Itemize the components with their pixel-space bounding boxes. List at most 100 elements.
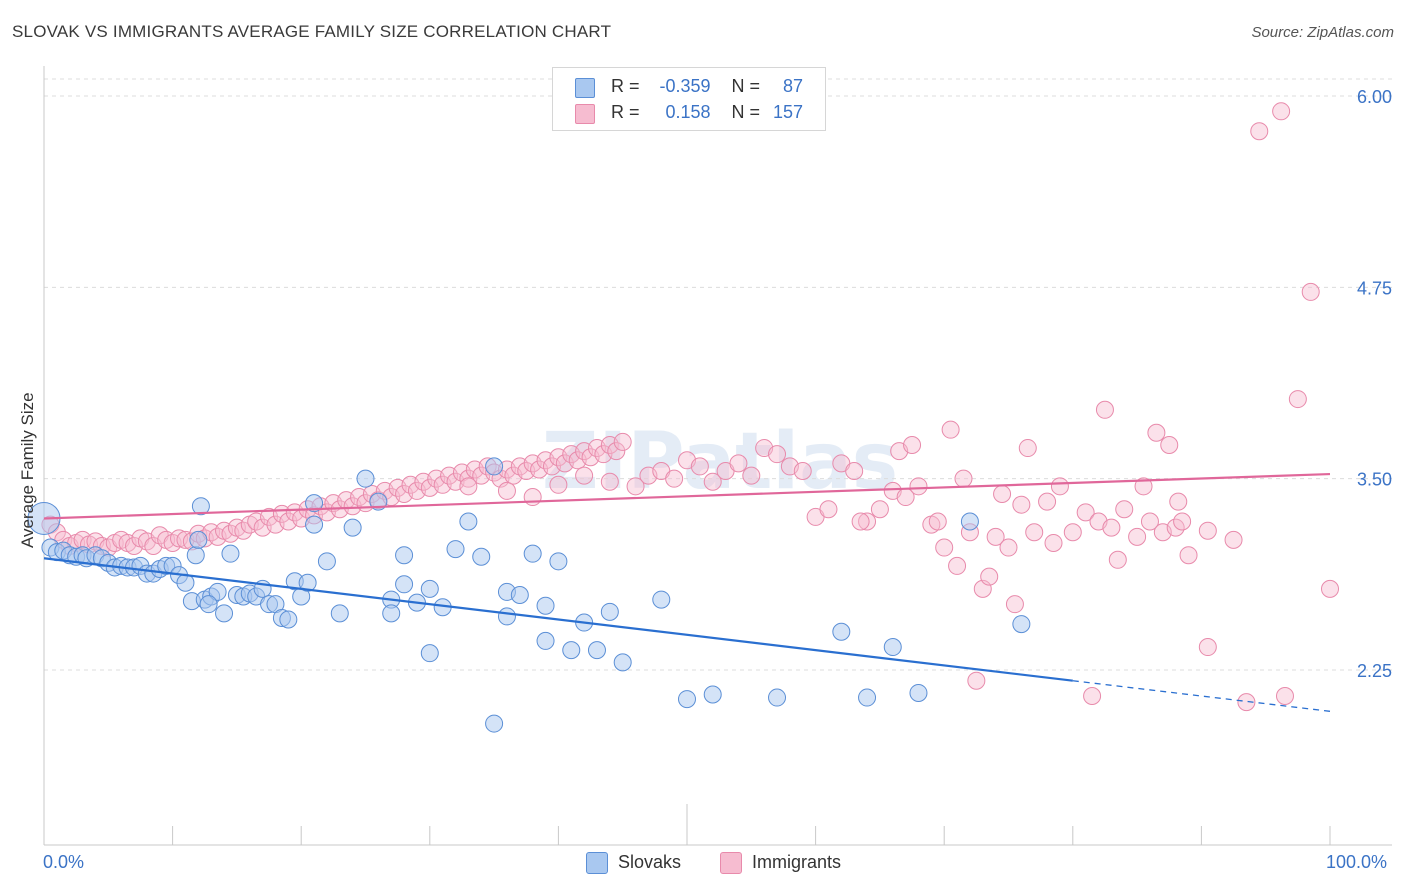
immigrants-point [941, 420, 960, 439]
legend-r-label: R = [611, 102, 640, 122]
immigrants-point [870, 500, 889, 519]
slovaks-point [305, 515, 324, 534]
legend-r-value: -0.359 [659, 76, 711, 96]
immigrants-point [851, 512, 870, 531]
slovaks-point [317, 552, 336, 571]
immigrants-point [1005, 595, 1024, 614]
immigrants-point [1018, 439, 1037, 458]
immigrants-point [1115, 500, 1134, 519]
immigrants-point [459, 477, 478, 496]
immigrants-point [986, 527, 1005, 546]
slovaks-point [191, 497, 210, 516]
slovaks-point [549, 552, 568, 571]
immigrants-point [1063, 523, 1082, 542]
slovaks-trend-line [43, 557, 1073, 682]
immigrants-point [967, 671, 986, 690]
slovaks-point [587, 641, 606, 660]
chart-title: SLOVAK VS IMMIGRANTS AVERAGE FAMILY SIZE… [12, 22, 612, 41]
chart-source: Source: ZipAtlas.com [1251, 24, 1394, 41]
immigrants-point [665, 469, 684, 488]
immigrants-point [1102, 518, 1121, 537]
slovaks-point [678, 690, 696, 709]
x-tick-label-max: 100.0% [1326, 852, 1388, 872]
immigrants-point [980, 567, 999, 586]
immigrants-point [1288, 390, 1307, 409]
slovaks-point [420, 579, 439, 598]
slovaks-point [497, 607, 516, 626]
slovaks-point [420, 644, 439, 663]
slovaks-legend-label: Slovaks [618, 852, 682, 872]
immigrants-point [1134, 477, 1153, 496]
immigrants-point [1108, 550, 1127, 569]
immigrants-point [793, 462, 812, 481]
slovaks-point [472, 547, 491, 566]
immigrants-trend-line [43, 472, 1331, 520]
slovaks-legend-swatch [586, 852, 608, 874]
immigrants-point [600, 472, 619, 491]
immigrants-point [999, 538, 1018, 557]
slovaks-point [356, 469, 375, 488]
immigrants-point [626, 477, 645, 496]
immigrants-point [1198, 521, 1217, 540]
slovaks-point [1012, 615, 1031, 634]
slovaks-point [883, 638, 902, 657]
immigrants-point [954, 469, 973, 488]
immigrants-point [993, 484, 1012, 503]
immigrants-point [1173, 512, 1192, 531]
legend-n-label: N = [731, 102, 761, 122]
immigrants-point [613, 432, 632, 451]
immigrants-point [948, 556, 967, 575]
immigrants-point [742, 466, 761, 485]
slovaks-point [536, 631, 555, 650]
slovaks-point [395, 575, 414, 594]
legend-n-value: 157 [773, 102, 804, 122]
slovaks-point [215, 604, 234, 623]
immigrants-point [497, 481, 516, 500]
slovaks-point [909, 683, 928, 702]
y-tick-label: 6.00 [1357, 87, 1392, 107]
slovaks-point [523, 544, 542, 563]
immigrants-point [523, 488, 542, 507]
immigrants-point [729, 454, 748, 473]
immigrants-point [909, 477, 928, 496]
slovaks-point [459, 512, 478, 531]
immigrants-legend-swatch [720, 852, 742, 874]
slovaks-point [446, 540, 465, 559]
immigrants-point [1198, 638, 1217, 657]
slovaks-point [305, 494, 324, 513]
legend-r-value: 0.158 [665, 102, 711, 122]
slovaks-point [330, 604, 349, 623]
immigrants-point [1050, 477, 1069, 496]
slovaks-point [199, 595, 218, 614]
y-tick-label: 2.25 [1357, 661, 1392, 681]
y-tick-label: 3.50 [1357, 470, 1392, 490]
slovaks-point [189, 530, 208, 549]
immigrants-point [845, 462, 864, 481]
legend-n-label: N = [731, 76, 761, 96]
y-tick-label: 4.75 [1357, 278, 1392, 298]
immigrants-point [1169, 492, 1188, 511]
legend-r-label: R = [611, 76, 640, 96]
slovaks-point [279, 610, 298, 629]
immigrants-point [1038, 492, 1057, 511]
immigrants-point [1272, 102, 1291, 121]
immigrants-point [935, 538, 954, 557]
immigrants-point [1044, 533, 1063, 552]
slovaks-point [485, 457, 504, 476]
immigrants-point [690, 457, 709, 476]
immigrants-point [1095, 400, 1114, 419]
slovaks-point [600, 602, 619, 621]
immigrants-point [1012, 495, 1031, 514]
immigrants-point [1179, 546, 1198, 565]
slovaks-point [703, 685, 722, 704]
slovaks-point [562, 641, 581, 660]
slovaks-point [536, 596, 555, 615]
immigrants-point [1076, 503, 1095, 522]
immigrants-point [575, 466, 594, 485]
slovaks-point [960, 512, 979, 531]
immigrants-point [928, 512, 947, 531]
immigrants-point [903, 435, 922, 454]
slovaks-point [208, 582, 227, 601]
slovaks-point [343, 518, 362, 537]
